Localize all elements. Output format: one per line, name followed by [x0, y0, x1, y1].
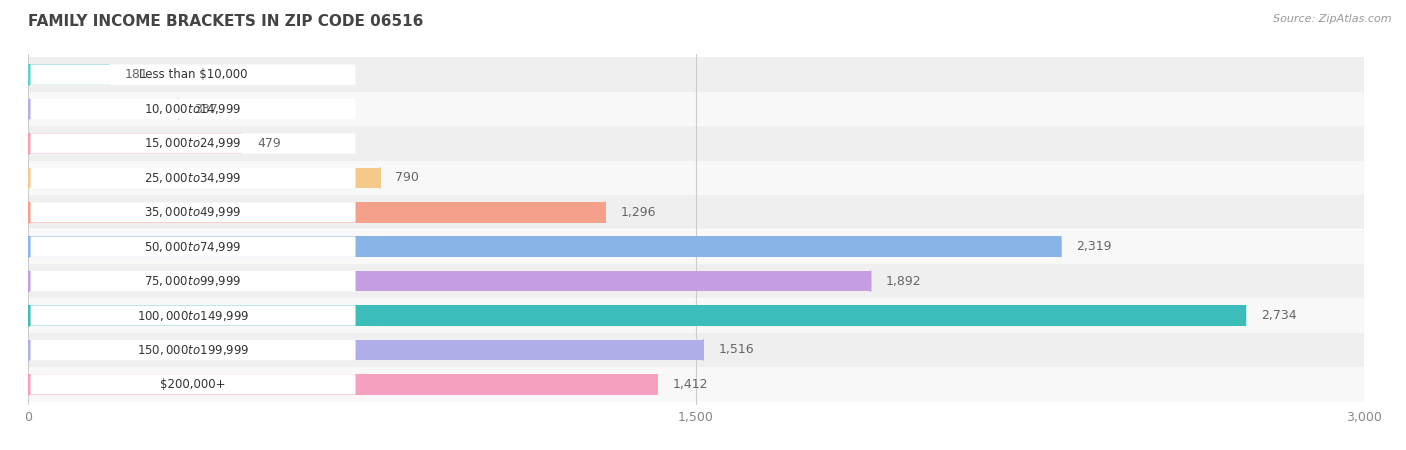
FancyBboxPatch shape	[31, 99, 356, 119]
Text: 2,319: 2,319	[1076, 240, 1112, 253]
FancyBboxPatch shape	[31, 271, 356, 291]
Text: 1,892: 1,892	[886, 274, 922, 288]
Bar	[28, 367, 1364, 401]
Text: Source: ZipAtlas.com: Source: ZipAtlas.com	[1274, 14, 1392, 23]
Bar	[28, 333, 1364, 367]
Text: $200,000+: $200,000+	[160, 378, 226, 391]
Bar	[28, 298, 1364, 333]
Text: $75,000 to $99,999: $75,000 to $99,999	[145, 274, 242, 288]
FancyBboxPatch shape	[31, 374, 356, 395]
Text: 2,734: 2,734	[1261, 309, 1296, 322]
Bar	[28, 126, 1364, 161]
Bar	[28, 264, 1364, 298]
Text: $100,000 to $149,999: $100,000 to $149,999	[136, 309, 249, 323]
Text: 1,296: 1,296	[620, 206, 657, 219]
Bar	[28, 374, 657, 395]
Text: $25,000 to $34,999: $25,000 to $34,999	[145, 171, 242, 185]
FancyBboxPatch shape	[31, 64, 356, 85]
Bar	[28, 236, 1060, 257]
Bar	[28, 271, 870, 292]
Text: 181: 181	[124, 68, 148, 81]
Bar	[28, 92, 1364, 126]
Text: $10,000 to $14,999: $10,000 to $14,999	[145, 102, 242, 116]
Bar	[28, 305, 1246, 326]
Text: 790: 790	[395, 171, 419, 184]
Bar	[28, 133, 242, 154]
Bar	[28, 58, 1364, 92]
Text: 479: 479	[257, 137, 281, 150]
Text: 337: 337	[194, 103, 218, 116]
Text: $150,000 to $199,999: $150,000 to $199,999	[136, 343, 249, 357]
Text: $15,000 to $24,999: $15,000 to $24,999	[145, 136, 242, 150]
Bar	[28, 195, 1364, 230]
Bar	[28, 340, 703, 360]
Text: Less than $10,000: Less than $10,000	[139, 68, 247, 81]
Text: 1,516: 1,516	[718, 343, 754, 356]
Bar	[28, 161, 1364, 195]
Text: $35,000 to $49,999: $35,000 to $49,999	[145, 205, 242, 219]
Bar	[28, 202, 605, 223]
Text: $50,000 to $74,999: $50,000 to $74,999	[145, 240, 242, 254]
FancyBboxPatch shape	[31, 237, 356, 257]
Text: 1,412: 1,412	[672, 378, 707, 391]
FancyBboxPatch shape	[31, 340, 356, 360]
FancyBboxPatch shape	[31, 133, 356, 153]
Bar	[28, 167, 380, 188]
Text: FAMILY INCOME BRACKETS IN ZIP CODE 06516: FAMILY INCOME BRACKETS IN ZIP CODE 06516	[28, 14, 423, 28]
Bar	[28, 64, 108, 85]
FancyBboxPatch shape	[31, 168, 356, 188]
FancyBboxPatch shape	[31, 306, 356, 326]
Bar	[28, 99, 179, 119]
FancyBboxPatch shape	[31, 202, 356, 222]
Bar	[28, 230, 1364, 264]
